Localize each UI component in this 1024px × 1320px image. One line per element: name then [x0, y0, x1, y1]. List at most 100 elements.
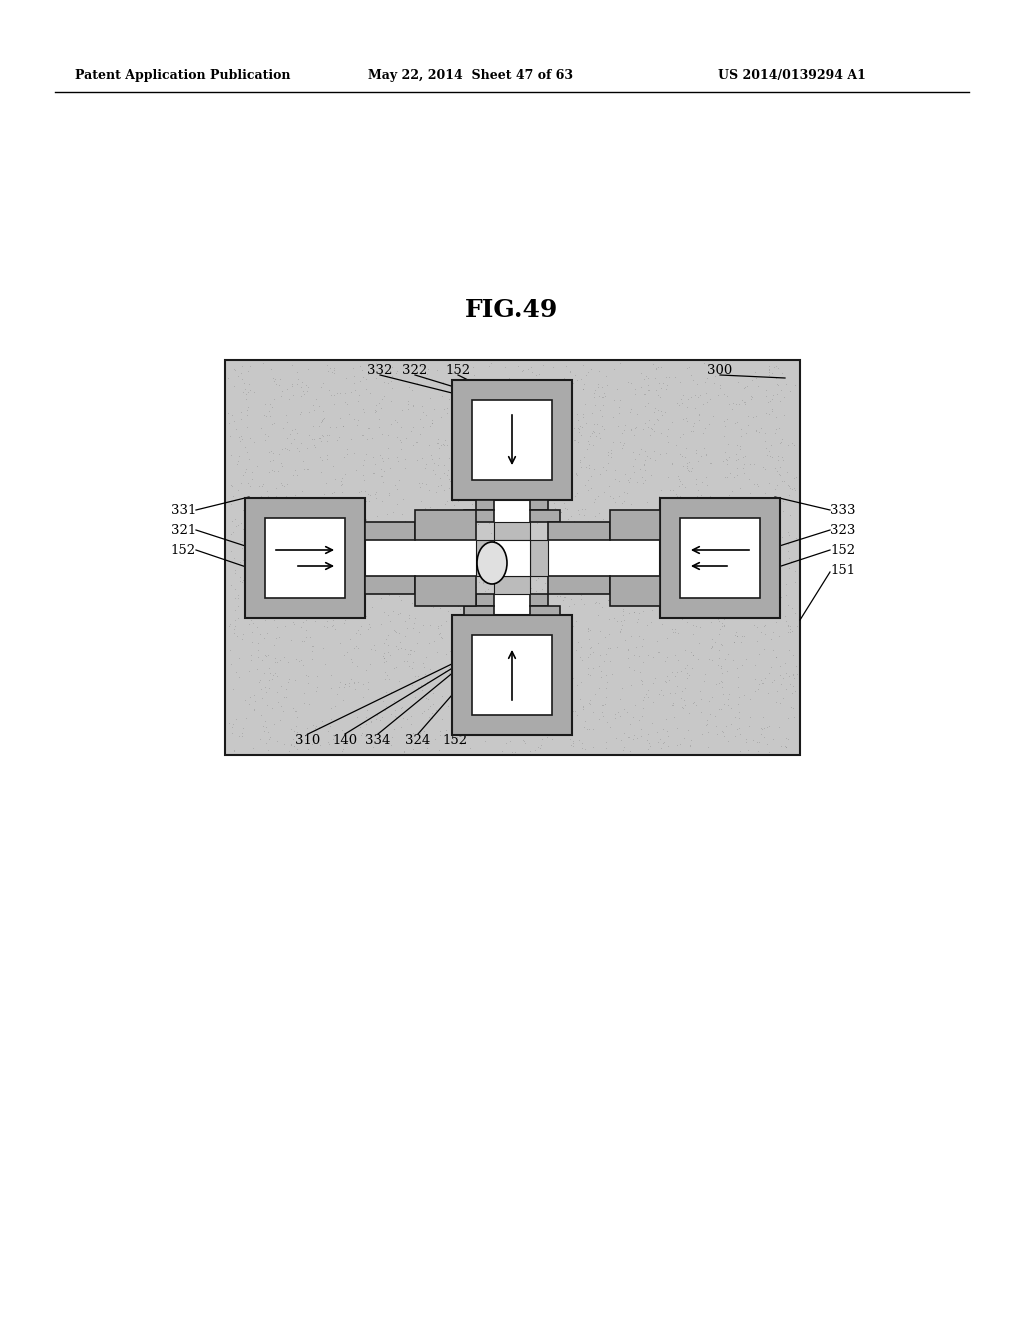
- Point: [602, 486, 618, 507]
- Point: [400, 515, 417, 536]
- Point: [644, 713, 660, 734]
- Point: [671, 523, 687, 544]
- Point: [273, 503, 290, 524]
- Point: [711, 698, 727, 719]
- Text: 152: 152: [442, 734, 468, 747]
- Point: [446, 403, 463, 424]
- Point: [569, 675, 586, 696]
- Point: [715, 512, 731, 533]
- Point: [697, 383, 714, 404]
- Point: [674, 696, 690, 717]
- Point: [733, 425, 750, 446]
- Point: [690, 387, 707, 408]
- Point: [470, 478, 486, 499]
- Point: [279, 486, 295, 507]
- Point: [480, 512, 497, 533]
- Point: [412, 424, 428, 445]
- Point: [466, 379, 482, 400]
- Point: [715, 684, 731, 705]
- Point: [284, 375, 300, 396]
- Point: [239, 404, 255, 425]
- Point: [530, 507, 547, 528]
- Point: [553, 502, 569, 523]
- Point: [528, 492, 545, 513]
- Point: [513, 565, 529, 586]
- Point: [664, 619, 680, 640]
- Point: [692, 525, 709, 546]
- Point: [272, 524, 289, 545]
- Point: [450, 595, 466, 616]
- Point: [683, 657, 699, 678]
- Point: [278, 437, 294, 458]
- Point: [568, 463, 585, 484]
- Point: [380, 372, 396, 393]
- Point: [343, 429, 359, 450]
- Point: [512, 602, 528, 623]
- Point: [665, 479, 681, 500]
- Point: [265, 442, 282, 463]
- Point: [494, 611, 510, 632]
- Point: [460, 595, 476, 616]
- Point: [418, 454, 434, 475]
- Point: [553, 531, 569, 552]
- Point: [376, 372, 392, 393]
- Point: [272, 473, 289, 494]
- Point: [608, 581, 625, 602]
- Point: [627, 379, 643, 400]
- Point: [300, 738, 316, 759]
- Point: [373, 466, 389, 487]
- Point: [676, 598, 692, 619]
- Point: [322, 358, 338, 379]
- Point: [455, 702, 471, 723]
- Point: [563, 387, 580, 408]
- Point: [506, 675, 522, 696]
- Point: [414, 447, 430, 469]
- Point: [341, 672, 357, 693]
- Point: [378, 681, 394, 702]
- Point: [705, 636, 721, 657]
- Point: [357, 550, 374, 572]
- Point: [245, 491, 261, 512]
- Point: [685, 416, 701, 437]
- Point: [311, 395, 328, 416]
- Point: [224, 717, 241, 738]
- Point: [515, 359, 531, 380]
- Point: [667, 510, 683, 531]
- Point: [299, 380, 315, 401]
- Point: [578, 412, 594, 433]
- Point: [785, 467, 802, 488]
- Point: [551, 612, 567, 634]
- Point: [381, 669, 397, 690]
- Point: [256, 663, 272, 684]
- Point: [223, 574, 240, 595]
- Point: [645, 421, 662, 442]
- Point: [575, 374, 592, 395]
- Point: [516, 579, 532, 601]
- Point: [731, 686, 748, 708]
- Point: [538, 436, 554, 457]
- Point: [454, 578, 470, 599]
- Point: [528, 609, 545, 630]
- Point: [278, 524, 294, 545]
- Point: [258, 577, 274, 598]
- Point: [360, 672, 377, 693]
- Point: [469, 513, 485, 535]
- Point: [660, 735, 677, 756]
- Point: [396, 626, 413, 647]
- Point: [703, 649, 720, 671]
- Point: [716, 694, 732, 715]
- Point: [710, 384, 726, 405]
- Point: [305, 715, 322, 737]
- Point: [669, 661, 685, 682]
- Point: [784, 597, 801, 618]
- Point: [624, 675, 640, 696]
- Point: [309, 574, 326, 595]
- Point: [411, 473, 427, 494]
- Point: [501, 614, 517, 635]
- Point: [737, 446, 754, 467]
- Point: [602, 440, 618, 461]
- Point: [574, 696, 591, 717]
- Point: [760, 487, 776, 508]
- Point: [340, 601, 356, 622]
- Point: [658, 665, 675, 686]
